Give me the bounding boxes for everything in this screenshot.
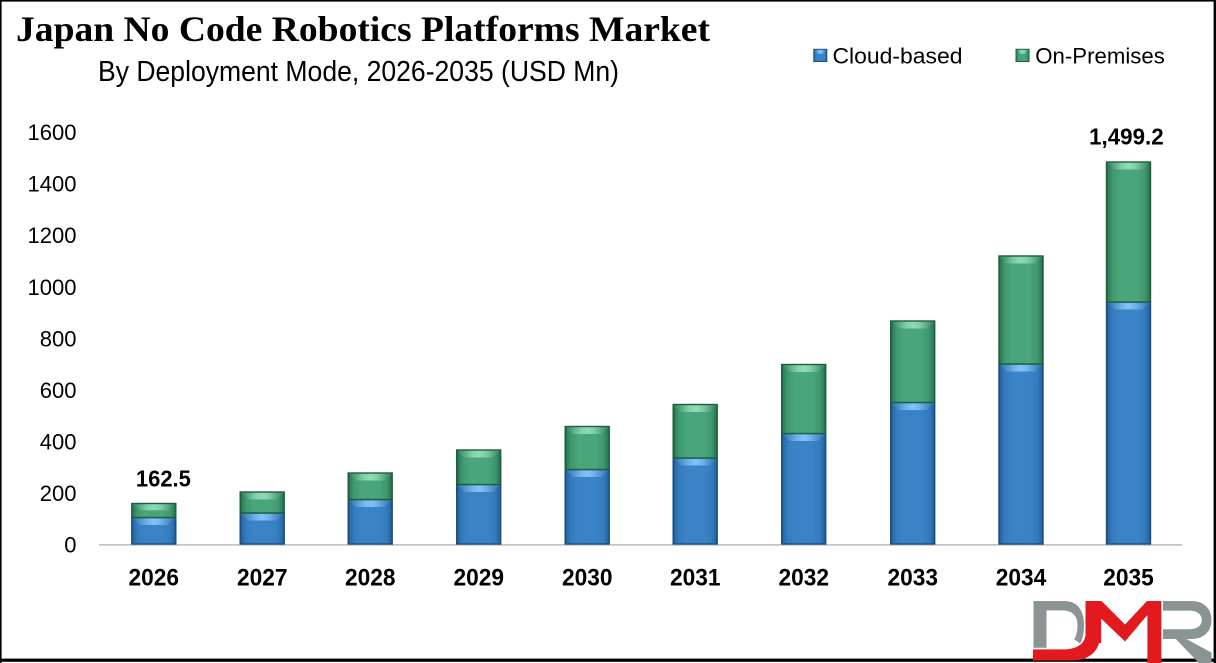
svg-text:2034: 2034 (996, 565, 1047, 592)
svg-text:By Deployment Mode, 2026-2035: By Deployment Mode, 2026-2035 (USD Mn) (98, 56, 619, 88)
svg-text:2033: 2033 (887, 565, 938, 592)
svg-text:1000: 1000 (28, 275, 77, 300)
svg-text:2026: 2026 (129, 565, 180, 592)
svg-text:0: 0 (64, 533, 76, 558)
svg-text:2029: 2029 (453, 565, 504, 592)
svg-text:400: 400 (40, 430, 77, 455)
svg-text:2030: 2030 (562, 565, 613, 592)
svg-text:1,499.2: 1,499.2 (1089, 124, 1164, 150)
svg-text:162.5: 162.5 (136, 465, 191, 491)
svg-text:2031: 2031 (670, 565, 721, 592)
svg-text:2032: 2032 (778, 565, 829, 592)
svg-text:200: 200 (40, 481, 77, 506)
svg-text:Cloud-based: Cloud-based (833, 43, 963, 68)
svg-text:600: 600 (40, 378, 77, 403)
svg-text:2035: 2035 (1103, 565, 1154, 592)
svg-text:800: 800 (40, 326, 77, 351)
svg-text:Japan No Code Robotics Platfor: Japan No Code Robotics Platforms Market (16, 9, 710, 49)
svg-text:2028: 2028 (345, 565, 396, 592)
svg-text:2027: 2027 (237, 565, 288, 592)
svg-text:1400: 1400 (28, 172, 77, 197)
svg-text:1200: 1200 (28, 223, 77, 248)
svg-text:On-Premises: On-Premises (1035, 43, 1165, 68)
svg-text:1600: 1600 (28, 120, 77, 145)
